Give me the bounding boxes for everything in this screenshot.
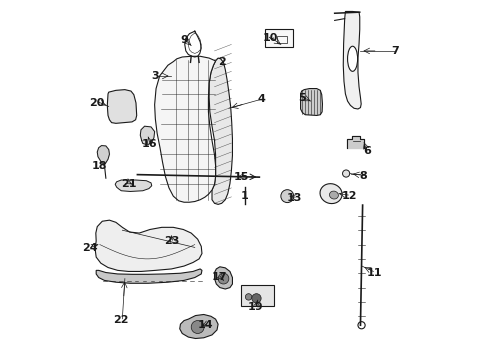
Circle shape bbox=[218, 273, 229, 284]
Text: 8: 8 bbox=[360, 171, 367, 181]
Text: 7: 7 bbox=[392, 46, 399, 56]
Text: 15: 15 bbox=[234, 172, 249, 182]
Text: 13: 13 bbox=[287, 193, 302, 203]
Polygon shape bbox=[140, 126, 155, 145]
Ellipse shape bbox=[320, 184, 342, 203]
Text: 16: 16 bbox=[142, 139, 158, 149]
Text: 6: 6 bbox=[363, 146, 371, 156]
Polygon shape bbox=[97, 145, 109, 165]
Circle shape bbox=[245, 294, 252, 300]
Text: 10: 10 bbox=[263, 33, 278, 43]
Polygon shape bbox=[180, 315, 218, 338]
Polygon shape bbox=[107, 90, 137, 123]
Bar bbox=[277, 36, 287, 43]
Text: 4: 4 bbox=[257, 94, 265, 104]
Polygon shape bbox=[209, 58, 232, 204]
Text: 22: 22 bbox=[114, 315, 129, 325]
Circle shape bbox=[281, 190, 294, 203]
Text: 5: 5 bbox=[298, 93, 306, 103]
Circle shape bbox=[252, 294, 261, 303]
Polygon shape bbox=[155, 56, 216, 202]
Text: 17: 17 bbox=[212, 272, 228, 282]
Polygon shape bbox=[347, 136, 364, 148]
Circle shape bbox=[191, 320, 204, 333]
Text: 11: 11 bbox=[367, 268, 382, 278]
Polygon shape bbox=[115, 180, 152, 192]
Text: 12: 12 bbox=[341, 191, 357, 201]
Polygon shape bbox=[95, 220, 202, 271]
Text: 14: 14 bbox=[198, 320, 213, 330]
Polygon shape bbox=[96, 269, 202, 283]
Circle shape bbox=[343, 170, 350, 177]
Ellipse shape bbox=[329, 191, 339, 199]
Text: 3: 3 bbox=[151, 71, 159, 81]
Ellipse shape bbox=[347, 46, 358, 71]
Polygon shape bbox=[215, 267, 232, 289]
Bar bbox=[265, 29, 293, 47]
Text: 21: 21 bbox=[121, 179, 136, 189]
Text: 2: 2 bbox=[218, 57, 225, 67]
Polygon shape bbox=[343, 12, 361, 109]
Text: 20: 20 bbox=[89, 98, 104, 108]
Bar bbox=[241, 285, 274, 306]
Text: 23: 23 bbox=[164, 236, 179, 246]
Text: 9: 9 bbox=[180, 35, 188, 45]
Text: 1: 1 bbox=[241, 191, 249, 201]
Text: 19: 19 bbox=[248, 302, 264, 312]
Polygon shape bbox=[300, 89, 322, 116]
Text: 24: 24 bbox=[82, 243, 98, 253]
Text: 18: 18 bbox=[92, 161, 107, 171]
